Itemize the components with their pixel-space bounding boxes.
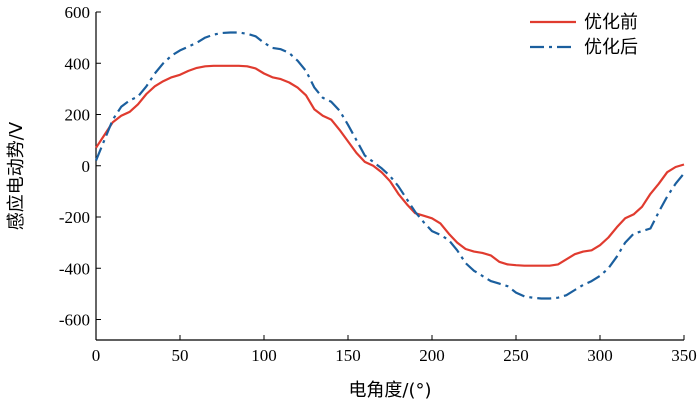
x-tick-label: 350 — [671, 346, 697, 365]
x-tick-label: 100 — [251, 346, 277, 365]
x-tick-label: 50 — [172, 346, 189, 365]
legend-label-series-1: 优化后 — [584, 37, 638, 58]
x-tick-label: 250 — [503, 346, 529, 365]
x-tick-label: 300 — [587, 346, 613, 365]
legend-label-series-0: 优化前 — [584, 12, 638, 33]
y-tick-label: 600 — [65, 3, 91, 22]
y-tick-label: -200 — [59, 208, 90, 227]
plot-area: 0 50 100 150 200 250 300 350 600 400 200 0 -200 -400 -… — [59, 3, 697, 365]
y-tick-label: -600 — [59, 311, 90, 330]
series-line-0 — [95, 64, 685, 267]
x-tick-label: 150 — [335, 346, 361, 365]
x-tick-label: 0 — [92, 346, 101, 365]
x-tick-label: 200 — [419, 346, 445, 365]
y-tick-label: 0 — [82, 157, 91, 176]
y-tick-label: -400 — [59, 259, 90, 278]
y-tick-label: 200 — [65, 106, 91, 125]
legend-item-series-0: 优化前 — [530, 12, 638, 33]
y-axis-title: 感应电动势/V — [6, 121, 27, 230]
y-tick-label: 400 — [65, 54, 91, 73]
legend-item-series-1: 优化后 — [530, 37, 638, 58]
x-axis-title: 电角度/(°) — [348, 380, 431, 401]
axis-ticks: 0 50 100 150 200 250 300 350 600 400 200 0 -200 -400 -… — [59, 3, 697, 365]
series-group — [94, 31, 685, 300]
legend: 优化前 优化后 — [530, 12, 638, 58]
